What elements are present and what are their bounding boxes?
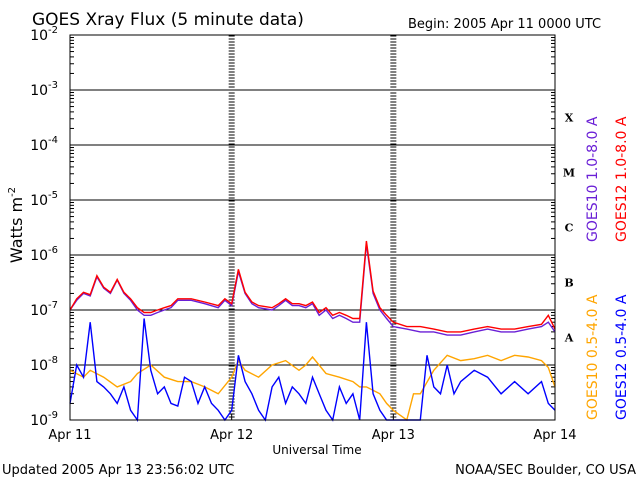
legend-entry: GOES12 0.5-4.0 A [614,294,630,420]
y-tick-base: 10 [30,83,48,99]
begin-time: Begin: 2005 Apr 11 0000 UTC [408,17,601,32]
y-tick-label: 10-4 [30,135,58,154]
y-tick-base: 10 [30,303,48,319]
x-axis-label: Universal Time [272,443,361,457]
y-tick-base: 10 [30,138,48,154]
y-tick-base: 10 [30,413,48,429]
y-tick-label: 10-8 [30,355,58,374]
legend-entry: GOES12 1.0-8.0 A [614,116,630,242]
series-line [69,243,556,336]
updated-timestamp: Updated 2005 Apr 13 23:56:02 UTC [2,463,234,478]
chart-title: GOES Xray Flux (5 minute data) [32,10,304,30]
x-ticks: Apr 11 Apr 12 Apr 13 Apr 14 [48,414,577,443]
series-line [69,240,556,333]
y-tick-exponent: -4 [48,135,58,146]
y-tick-label: 10-3 [30,80,58,99]
y-tick-base: 10 [30,358,48,374]
y-tick-exponent: -3 [48,80,58,91]
y-tick-label: 10-2 [30,25,58,44]
series-line [69,318,556,423]
x-tick-label: Apr 14 [533,428,576,443]
y-axis-label-exponent: -2 [7,187,18,197]
chart-grid [70,35,555,418]
plot-frame [69,34,556,421]
y-tick-exponent: -7 [48,300,58,311]
x-tick-label: Apr 13 [372,428,415,443]
y-tick-base: 10 [30,28,48,44]
flare-class-label: A [564,332,574,345]
flare-class-label: C [565,222,574,235]
y-tick-label: 10-9 [30,410,58,429]
y-tick-base: 10 [30,248,48,264]
legend-entry: GOES10 1.0-8.0 A [585,116,601,242]
flare-class-label: B [564,277,573,290]
y-tick-label: 10-5 [30,190,58,209]
y-axis-label: Watts m-2 [7,187,26,263]
y-tick-exponent: -5 [48,190,58,201]
flare-class-labels: A B C M X [563,112,575,345]
flare-class-label: M [563,167,575,180]
y-tick-exponent: -8 [48,355,58,366]
chart-series [69,240,556,423]
x-tick-label: Apr 12 [210,428,253,443]
y-tick-exponent: -2 [48,25,58,36]
credit-text: NOAA/SEC Boulder, CO USA [455,463,636,478]
series-line [69,354,556,422]
y-tick-exponent: -9 [48,410,58,421]
y-tick-exponent: -6 [48,245,58,256]
flare-class-label: X [565,112,574,125]
y-tick-label: 10-7 [30,300,58,319]
legend: GOES10 0.5-4.0 A GOES10 1.0-8.0 A GOES12 1… [585,116,630,420]
y-tick-label: 10-6 [30,245,58,264]
x-tick-label: Apr 11 [48,428,91,443]
y-axis-label-main: Watts m [7,197,26,263]
y-tick-labels: 10-910-810-710-610-510-410-310-2 [30,25,58,429]
y-tick-base: 10 [30,193,48,209]
legend-entry: GOES10 0.5-4.0 A [585,294,601,420]
